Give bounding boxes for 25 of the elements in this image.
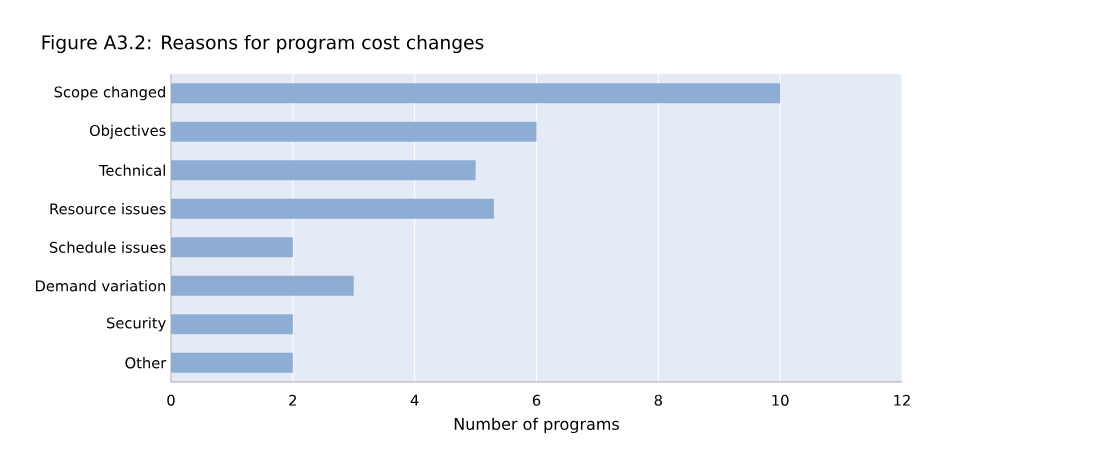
bar	[171, 275, 354, 296]
x-tick-label: 6	[532, 394, 541, 406]
x-axis-title: Number of programs	[454, 417, 619, 434]
y-tick-label: Resource issues	[50, 203, 166, 215]
x-tick-label: 8	[654, 394, 662, 406]
bar	[171, 83, 781, 104]
y-tick-label: Scope changed	[54, 86, 165, 101]
x-tick-label: 10	[772, 394, 789, 406]
y-tick-label: Objectives	[89, 124, 166, 139]
chart-title: Figure A3.2: Reasons for program cost changes	[42, 34, 484, 54]
x-tick-label: 2	[289, 394, 297, 406]
bar	[171, 160, 476, 181]
y-tick-label: Security	[107, 317, 166, 332]
x-tick-label: 12	[894, 394, 910, 406]
bar	[171, 198, 494, 219]
x-tick-label: 0	[167, 394, 175, 406]
bar	[171, 121, 537, 142]
bar	[171, 352, 293, 373]
bar	[171, 237, 293, 258]
bar	[171, 314, 293, 335]
y-tick-label: Schedule issues	[49, 241, 166, 253]
y-tick-label: Other	[125, 357, 167, 369]
x-tick-label: 4	[410, 394, 419, 406]
y-tick-label: Technical	[98, 164, 165, 176]
y-tick-label: Demand variation	[36, 280, 166, 292]
